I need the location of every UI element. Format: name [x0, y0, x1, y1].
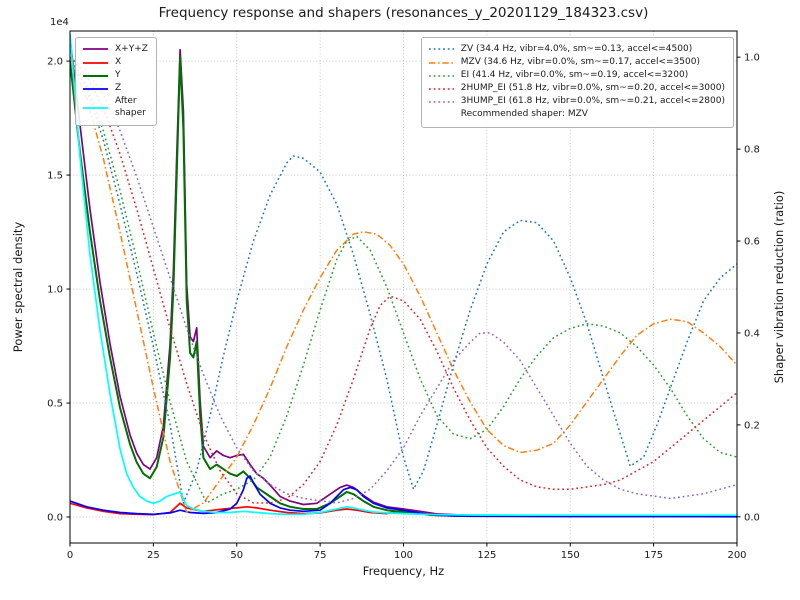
series-shaper-mzv	[70, 56, 737, 513]
right-y-tick-label: 1.0	[744, 53, 760, 64]
legend-label: Z	[115, 83, 122, 94]
legend-label: MZV (34.6 Hz, vibr=0.0%, sm~=0.17, accel…	[460, 56, 700, 67]
x-tick-label: 125	[477, 550, 496, 561]
legend-entry: Y	[82, 70, 148, 82]
legend-label: 3HUMP_EI (61.8 Hz, vibr=0.0%, sm~=0.21, …	[460, 96, 725, 107]
left-y-axis-label: Power spectral density	[11, 221, 25, 353]
y-axis-offset-label: 1e4	[50, 17, 69, 28]
legend-entry: After shaper	[82, 96, 148, 119]
legend-entry: X+Y+Z	[82, 44, 148, 56]
tick-labels: 0 25 50 75 100 125 150 175 200 0.0 0.5 1.0 1.5 2.0 0.0…	[47, 53, 760, 561]
x-axis-label: Frequency, Hz	[362, 564, 445, 578]
series-psd-x-y-z	[70, 38, 737, 518]
x-tick-label: 75	[314, 550, 327, 561]
legend-label: Recommended shaper: MZV	[460, 109, 588, 120]
legend-label: 2HUMP_EI (51.8 Hz, vibr=0.0%, sm~=0.20, …	[460, 83, 725, 94]
legend-entry: 2HUMP_EI (51.8 Hz, vibr=0.0%, sm~=0.20, …	[428, 83, 725, 95]
right-y-tick-label: 0.4	[744, 328, 760, 339]
legend-line-sample	[428, 88, 454, 90]
right-y-tick-label: 0.8	[744, 145, 760, 156]
series-shaper-zv	[70, 56, 737, 504]
series-shaper-2hump-ei	[70, 56, 737, 504]
legend-entry: Recommended shaper: MZV	[428, 109, 725, 121]
x-tick-label: 25	[147, 550, 160, 561]
legend-label: Y	[115, 69, 121, 80]
chart-title: Frequency response and shapers (resonanc…	[158, 5, 649, 21]
legend-spacer	[428, 110, 455, 120]
legend-entry: MZV (34.6 Hz, vibr=0.0%, sm~=0.17, accel…	[428, 57, 725, 69]
legend-line-sample	[83, 61, 108, 64]
psd-legend: X+Y+Z X Y Z After shaper	[75, 37, 157, 127]
legend-line-sample	[428, 101, 454, 103]
right-y-tick-label: 0.2	[744, 420, 760, 431]
right-y-tick-label: 0.0	[744, 512, 760, 523]
left-y-tick-label: 1.0	[47, 285, 63, 296]
legend-entry: ZV (34.4 Hz, vibr=4.0%, sm~=0.13, accel<…	[428, 44, 725, 56]
left-y-tick-label: 0.0	[47, 513, 63, 524]
legend-line-sample	[428, 48, 454, 51]
legend-line-sample	[428, 74, 454, 77]
legend-line-sample	[83, 88, 108, 90]
shaper-legend: ZV (34.4 Hz, vibr=4.0%, sm~=0.13, accel<…	[420, 37, 734, 128]
left-y-tick-label: 2.0	[47, 57, 63, 68]
legend-line-sample	[83, 74, 108, 77]
series-shaper-3hump-ei	[70, 56, 737, 504]
legend-label: After shaper	[115, 96, 146, 118]
x-tick-label: 200	[727, 550, 746, 561]
series-psd-after-shaper	[70, 33, 737, 517]
legend-label: EI (41.4 Hz, vibr=0.0%, sm~=0.19, accel<…	[460, 69, 689, 80]
x-tick-label: 100	[394, 550, 413, 561]
legend-entry: Z	[82, 83, 148, 95]
curves	[70, 33, 737, 518]
legend-label: X+Y+Z	[115, 43, 148, 54]
legend-entry: X	[82, 57, 148, 69]
legend-entry: EI (41.4 Hz, vibr=0.0%, sm~=0.19, accel<…	[428, 70, 725, 82]
left-y-tick-label: 0.5	[47, 399, 63, 410]
legend-line-sample	[83, 48, 108, 51]
legend-label: ZV (34.4 Hz, vibr=4.0%, sm~=0.13, accel<…	[460, 43, 693, 54]
right-y-tick-label: 0.6	[744, 237, 760, 248]
x-tick-label: 0	[67, 550, 73, 561]
legend-entry: 3HUMP_EI (61.8 Hz, vibr=0.0%, sm~=0.21, …	[428, 96, 725, 108]
legend-label: X	[115, 56, 122, 67]
legend-line-sample	[428, 61, 454, 64]
series-psd-z	[70, 475, 737, 518]
legend-line-sample	[83, 107, 108, 109]
x-tick-label: 50	[230, 550, 243, 561]
left-y-tick-label: 1.5	[47, 171, 63, 182]
series-shaper-ei	[70, 56, 737, 504]
grid	[69, 31, 738, 543]
x-tick-label: 150	[561, 550, 580, 561]
right-y-axis-label: Shaper vibration reduction (ratio)	[772, 190, 786, 384]
x-tick-label: 175	[644, 550, 663, 561]
